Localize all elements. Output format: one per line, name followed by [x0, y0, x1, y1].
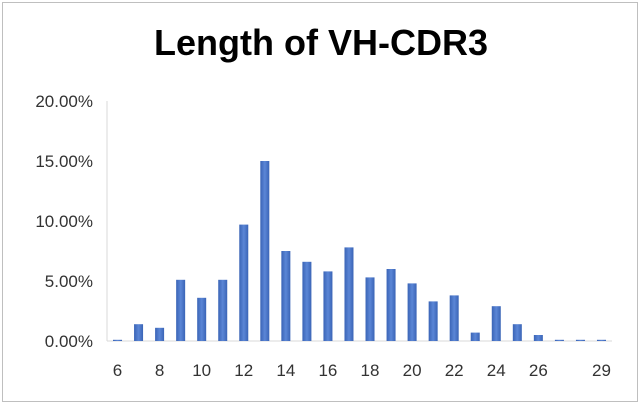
y-axis-labels: 0.00% 5.00% 10.00% 15.00% 20.00% [35, 92, 93, 351]
chart-frame [2, 2, 638, 402]
x-tick-label: 26 [529, 361, 548, 380]
bar-29 [596, 339, 606, 341]
bar-20 [407, 283, 417, 341]
y-tick-label: 20.00% [35, 92, 93, 111]
x-tick-label: 10 [192, 361, 211, 380]
bar-26 [533, 335, 543, 341]
bar-18 [365, 277, 375, 341]
bar-23 [470, 332, 480, 341]
bar-7 [134, 324, 144, 341]
x-tick-label: 22 [445, 361, 464, 380]
bar-27 [554, 339, 564, 341]
bar-6 [113, 339, 123, 341]
x-tick-label: 18 [361, 361, 380, 380]
x-axis-labels: 6 8 10 12 14 16 18 20 22 24 26 29 [113, 361, 611, 380]
bar-17 [344, 247, 354, 341]
bar-16 [323, 271, 333, 341]
bar-15 [302, 261, 312, 341]
x-tick-label: 24 [487, 361, 506, 380]
bar-28 [575, 339, 585, 341]
y-tick-label: 5.00% [45, 272, 93, 291]
y-tick-label: 0.00% [45, 332, 93, 351]
x-tick-label: 14 [276, 361, 295, 380]
bar-14 [281, 251, 291, 341]
bar-9 [176, 279, 186, 341]
chart-title: Length of VH-CDR3 [154, 22, 488, 63]
bar-22 [449, 295, 459, 341]
x-tick-label: 20 [403, 361, 422, 380]
bar-11 [218, 279, 228, 341]
y-tick-label: 15.00% [35, 152, 93, 171]
bar-10 [197, 297, 207, 341]
bar-8 [155, 327, 165, 341]
y-tick-label: 10.00% [35, 212, 93, 231]
x-tick-label: 16 [318, 361, 337, 380]
bar-19 [386, 269, 396, 341]
x-tick-label: 29 [592, 361, 611, 380]
plot-area [106, 101, 612, 342]
bar-21 [428, 301, 438, 341]
x-tick-label: 12 [234, 361, 253, 380]
bar-24 [491, 306, 501, 341]
bar-13 [260, 161, 270, 341]
bar-12 [239, 224, 249, 341]
x-tick-label: 8 [155, 361, 164, 380]
x-tick-label: 6 [113, 361, 122, 380]
bar-25 [512, 324, 522, 341]
